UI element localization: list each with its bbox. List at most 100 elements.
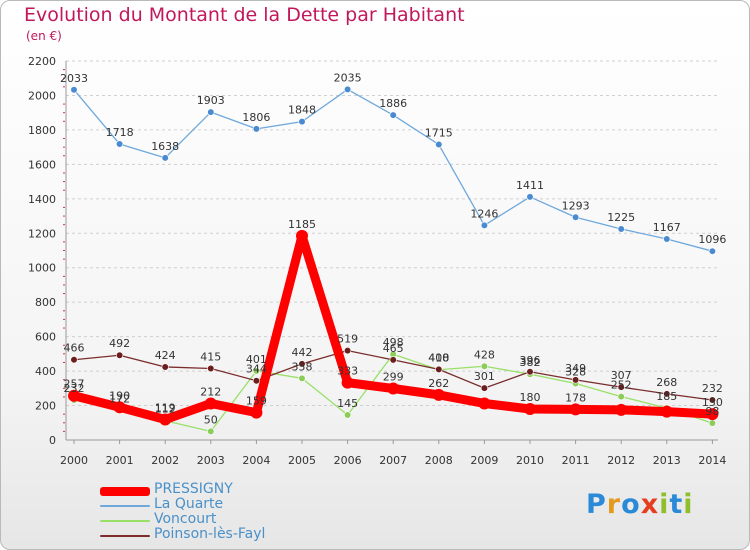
data-label: 172 [109,392,130,405]
data-label: 1903 [197,94,225,107]
data-label: 2035 [334,71,362,84]
data-label: 1293 [562,199,590,212]
y-tick-label: 200 [35,400,56,413]
data-label: 212 [200,385,221,398]
data-label: 98 [705,405,719,418]
chart-subtitle: (en €) [26,29,62,43]
logo-letter: P [586,489,607,520]
data-label: 1848 [288,104,316,117]
x-tick-label: 2002 [151,454,179,467]
data-point [571,213,580,221]
legend-label: La Quarte [154,496,224,512]
data-point [115,351,124,359]
x-tick-label: 2009 [470,454,498,467]
y-tick-label: 2200 [28,55,56,68]
x-tick-label: 2005 [288,454,316,467]
data-point [706,408,719,421]
data-label: 1806 [242,111,270,124]
data-label: 401 [246,353,267,366]
x-tick-label: 2008 [425,454,453,467]
data-label: 1411 [516,179,544,192]
data-point [296,229,308,242]
data-point [615,403,628,416]
data-label: 344 [246,363,267,376]
data-label: 1096 [698,233,726,246]
data-label: 145 [337,397,358,410]
data-label: 1886 [379,97,407,110]
data-point [617,225,625,233]
data-point [708,247,717,255]
data-point [70,356,78,364]
logo-letter: i [659,489,670,520]
data-point [161,363,169,371]
data-point [159,413,172,426]
data-point [435,365,443,373]
data-label: 299 [383,370,404,383]
data-point [252,125,260,133]
legend-swatch [100,487,150,496]
x-tick-label: 2007 [379,454,407,467]
data-point [571,376,580,384]
data-label: 2033 [60,72,88,85]
y-tick-label: 1200 [28,227,56,240]
data-point [478,397,491,410]
y-tick-label: 1000 [28,262,56,275]
data-label: 50 [204,413,218,426]
y-tick-label: 800 [35,296,56,309]
data-point [298,360,306,368]
data-label: 1185 [288,218,316,231]
logo-letter: o [621,489,641,520]
data-label: 415 [200,351,221,364]
data-point [207,108,215,116]
logo-letter: x [640,489,660,520]
logo-letter: i [683,489,694,520]
data-label: 328 [565,365,586,378]
data-label: 333 [337,365,358,378]
legend-label: Poinson-lès-Fayl [154,526,266,542]
data-point [344,411,352,419]
data-label: 349 [565,362,586,375]
data-point [435,140,443,149]
data-point [344,85,352,94]
data-point [660,405,673,418]
data-label: 519 [337,333,358,346]
data-point [344,346,352,355]
data-label: 1638 [151,140,179,153]
y-tick-label: 1800 [28,124,56,137]
data-label: 150 [702,396,723,409]
data-point [252,377,260,385]
legend-swatch [100,520,150,522]
data-point [207,427,215,435]
y-tick-label: 1600 [28,158,56,171]
data-point [250,406,263,419]
data-point [161,154,169,162]
data-label: 178 [565,391,586,404]
data-point [708,419,717,427]
data-point [387,382,400,395]
logo-letter: t [669,489,684,520]
data-point [298,118,306,126]
x-tick-label: 2000 [60,454,88,467]
data-label: 268 [656,376,677,389]
data-label: 112 [155,403,176,416]
data-label: 408 [428,352,449,365]
data-label: 159 [246,395,267,408]
y-tick-label: 400 [35,365,56,378]
legend-label: Voncourt [154,511,217,527]
legend-swatch [100,505,150,507]
data-label: 180 [520,391,541,404]
y-tick-label: 2000 [28,89,56,102]
data-label: 1715 [425,127,453,140]
data-label: 498 [383,336,404,349]
data-point [708,396,717,404]
data-point [113,401,126,414]
y-tick-label: 1400 [28,193,56,206]
data-point [68,389,80,402]
x-tick-label: 2006 [334,454,362,467]
data-label: 382 [520,356,541,369]
data-label: 307 [611,369,632,382]
x-tick-label: 2003 [197,454,225,467]
data-point [70,86,78,94]
